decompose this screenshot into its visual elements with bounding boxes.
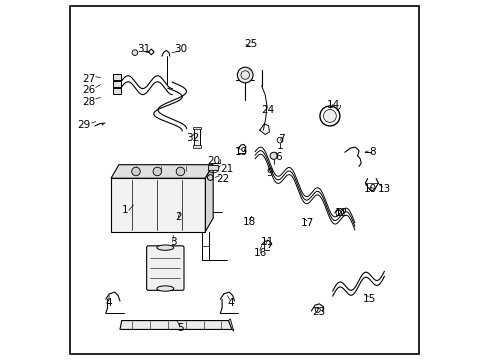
Text: 9: 9 <box>265 168 272 178</box>
Circle shape <box>237 67 252 83</box>
Text: 32: 32 <box>186 133 199 143</box>
Text: 4: 4 <box>227 298 234 308</box>
Ellipse shape <box>157 245 173 250</box>
Text: 3: 3 <box>170 237 176 247</box>
Text: 8: 8 <box>368 147 375 157</box>
Text: 7: 7 <box>278 134 285 144</box>
Text: 16: 16 <box>253 248 266 258</box>
Bar <box>113 73 121 80</box>
Text: 25: 25 <box>244 39 257 49</box>
Text: 18: 18 <box>243 217 256 227</box>
Text: 19: 19 <box>234 147 247 157</box>
Bar <box>113 88 121 94</box>
Text: 2: 2 <box>175 212 182 222</box>
Text: 1: 1 <box>122 205 129 215</box>
Text: 24: 24 <box>261 104 274 114</box>
Text: 26: 26 <box>81 85 95 95</box>
Text: 12: 12 <box>334 208 347 218</box>
Bar <box>208 165 218 170</box>
Text: 15: 15 <box>362 294 375 304</box>
Text: 23: 23 <box>312 307 325 317</box>
Bar <box>194 128 200 146</box>
Text: 29: 29 <box>78 120 91 130</box>
Text: 6: 6 <box>274 152 281 162</box>
Circle shape <box>323 109 336 122</box>
Polygon shape <box>120 320 232 329</box>
Circle shape <box>153 167 161 176</box>
Circle shape <box>269 152 277 159</box>
Ellipse shape <box>157 286 173 291</box>
Text: 17: 17 <box>301 219 314 228</box>
Text: 10: 10 <box>364 184 377 194</box>
Circle shape <box>131 167 140 176</box>
Bar <box>113 81 121 87</box>
Circle shape <box>132 50 138 55</box>
Text: 4: 4 <box>105 298 112 308</box>
Text: 22: 22 <box>216 174 229 184</box>
Circle shape <box>176 167 184 176</box>
Text: 31: 31 <box>137 44 150 54</box>
Text: 21: 21 <box>220 164 233 174</box>
Polygon shape <box>228 319 233 331</box>
Text: 13: 13 <box>377 184 390 194</box>
Text: 30: 30 <box>174 44 186 54</box>
Polygon shape <box>205 165 213 231</box>
Text: 28: 28 <box>81 97 95 107</box>
Text: 27: 27 <box>81 73 95 84</box>
Text: 14: 14 <box>326 100 339 110</box>
Text: 5: 5 <box>177 323 183 333</box>
Polygon shape <box>111 165 213 178</box>
FancyBboxPatch shape <box>146 246 183 290</box>
Text: 20: 20 <box>207 157 221 166</box>
Bar <box>193 145 201 148</box>
Bar <box>193 127 201 130</box>
Polygon shape <box>111 178 205 231</box>
Text: 11: 11 <box>261 237 274 247</box>
